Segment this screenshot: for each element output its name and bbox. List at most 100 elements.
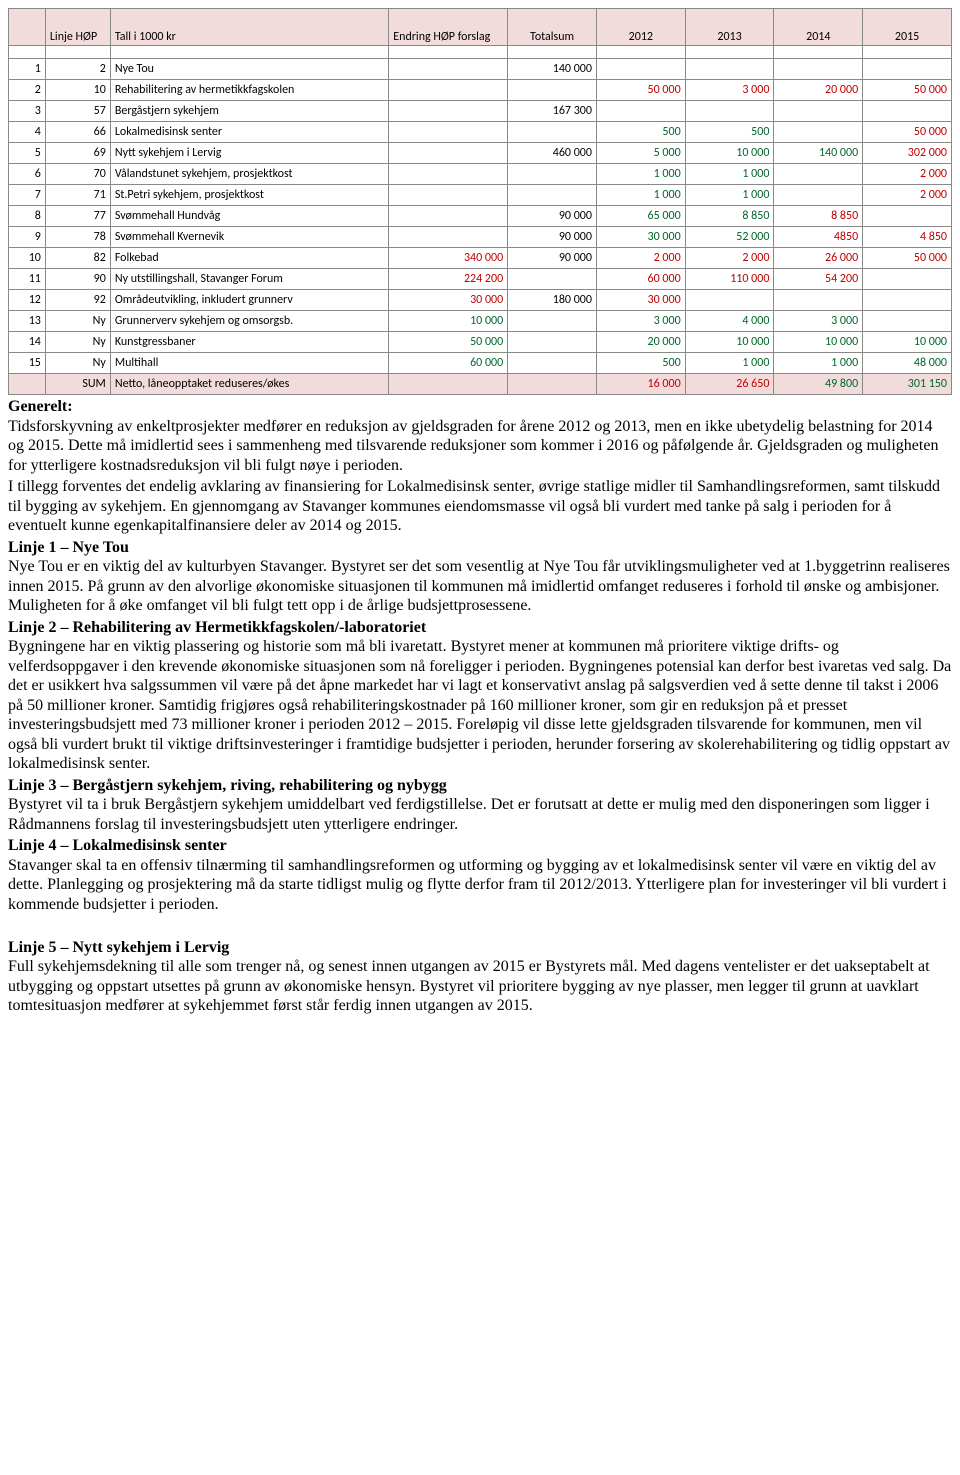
para-linje3: Bystyret vil ta i bruk Bergåstjern sykeh…: [8, 795, 952, 834]
cell: 167 300: [508, 101, 597, 122]
cell: 11: [9, 269, 46, 290]
table-row: 670Vålandstunet sykehjem, prosjektkost1 …: [9, 164, 952, 185]
budget-table: Linje HØP Tall i 1000 kr Endring HØP for…: [8, 8, 952, 395]
cell: 224 200: [389, 269, 508, 290]
cell: 2 000: [685, 248, 774, 269]
cell: [389, 206, 508, 227]
hdr-totalsum: Totalsum: [508, 9, 597, 46]
cell: 49 800: [774, 374, 863, 395]
cell: Lokalmedisinsk senter: [110, 122, 388, 143]
cell: [508, 353, 597, 374]
hdr-endring: Endring HØP forslag: [389, 9, 508, 46]
cell: Nytt sykehjem i Lervig: [110, 143, 388, 164]
cell: [508, 80, 597, 101]
cell: [508, 46, 597, 59]
hdr-2014: 2014: [774, 9, 863, 46]
cell: SUM: [45, 374, 110, 395]
cell: 50 000: [863, 122, 952, 143]
cell: [389, 80, 508, 101]
cell: [863, 59, 952, 80]
cell: [596, 101, 685, 122]
table-row: 14NyKunstgressbaner50 00020 00010 00010 …: [9, 332, 952, 353]
cell: 7: [9, 185, 46, 206]
cell: 10 000: [685, 143, 774, 164]
cell: 50 000: [863, 80, 952, 101]
cell: [508, 374, 597, 395]
cell: 2 000: [596, 248, 685, 269]
cell: [9, 374, 46, 395]
hdr-2013: 2013: [685, 9, 774, 46]
cell: 14: [9, 332, 46, 353]
cell: 2 000: [863, 164, 952, 185]
cell: 90 000: [508, 206, 597, 227]
para-generelt-1: Tidsforskyvning av enkeltprosjekter medf…: [8, 417, 952, 476]
cell: [685, 59, 774, 80]
cell: 1 000: [685, 164, 774, 185]
cell: Nye Tou: [110, 59, 388, 80]
cell: [389, 143, 508, 164]
table-row: 877Svømmehall Hundvåg90 00065 0008 8508 …: [9, 206, 952, 227]
cell: [389, 374, 508, 395]
cell: Kunstgressbaner: [110, 332, 388, 353]
cell: [389, 185, 508, 206]
para-linje1: Nye Tou er en viktig del av kulturbyen S…: [8, 557, 952, 616]
cell: [774, 59, 863, 80]
para-linje2: Bygningene har en viktig plassering og h…: [8, 637, 952, 774]
cell: 70: [45, 164, 110, 185]
cell: [389, 46, 508, 59]
cell: 3 000: [685, 80, 774, 101]
cell: 10 000: [863, 332, 952, 353]
cell: Grunnerverv sykehjem og omsorgsb.: [110, 311, 388, 332]
cell: 500: [596, 122, 685, 143]
cell: [389, 59, 508, 80]
cell: 3: [9, 101, 46, 122]
cell: 50 000: [389, 332, 508, 353]
cell: [508, 185, 597, 206]
table-row: 1190Ny utstillingshall, Stavanger Forum2…: [9, 269, 952, 290]
cell: 4 000: [685, 311, 774, 332]
cell: 10 000: [685, 332, 774, 353]
cell: Svømmehall Kvernevik: [110, 227, 388, 248]
hdr-tall: Tall i 1000 kr: [110, 9, 388, 46]
heading-linje1: Linje 1 – Nye Tou: [8, 538, 952, 558]
table-row: 210Rehabilitering av hermetikkfagskolen5…: [9, 80, 952, 101]
cell: 1 000: [685, 353, 774, 374]
cell: 1 000: [596, 185, 685, 206]
cell: 77: [45, 206, 110, 227]
cell: Ny: [45, 353, 110, 374]
cell: 8: [9, 206, 46, 227]
cell: 92: [45, 290, 110, 311]
cell: [863, 290, 952, 311]
cell: [774, 185, 863, 206]
cell: 460 000: [508, 143, 597, 164]
cell: 10 000: [774, 332, 863, 353]
hdr-2012: 2012: [596, 9, 685, 46]
cell: 50 000: [863, 248, 952, 269]
cell: [389, 101, 508, 122]
table-row: 15NyMultihall60 0005001 0001 00048 000: [9, 353, 952, 374]
cell: [685, 290, 774, 311]
hdr-idx: [9, 9, 46, 46]
cell: [110, 46, 388, 59]
cell: 500: [596, 353, 685, 374]
heading-linje4: Linje 4 – Lokalmedisinsk senter: [8, 836, 952, 856]
cell: 90 000: [508, 248, 597, 269]
cell: 180 000: [508, 290, 597, 311]
cell: 8 850: [774, 206, 863, 227]
cell: 65 000: [596, 206, 685, 227]
cell: 16 000: [596, 374, 685, 395]
cell: 1 000: [774, 353, 863, 374]
cell: 10: [45, 80, 110, 101]
cell: [863, 206, 952, 227]
cell: 30 000: [389, 290, 508, 311]
cell: 90: [45, 269, 110, 290]
cell: 1 000: [685, 185, 774, 206]
cell: 60 000: [596, 269, 685, 290]
heading-generelt: Generelt:: [8, 397, 952, 417]
heading-linje2: Linje 2 – Rehabilitering av Hermetikkfag…: [8, 618, 952, 638]
table-row: 1082Folkebad340 00090 0002 0002 00026 00…: [9, 248, 952, 269]
heading-linje5: Linje 5 – Nytt sykehjem i Lervig: [8, 938, 952, 958]
cell: 3 000: [596, 311, 685, 332]
header-row: Linje HØP Tall i 1000 kr Endring HØP for…: [9, 9, 952, 46]
cell: 4850: [774, 227, 863, 248]
